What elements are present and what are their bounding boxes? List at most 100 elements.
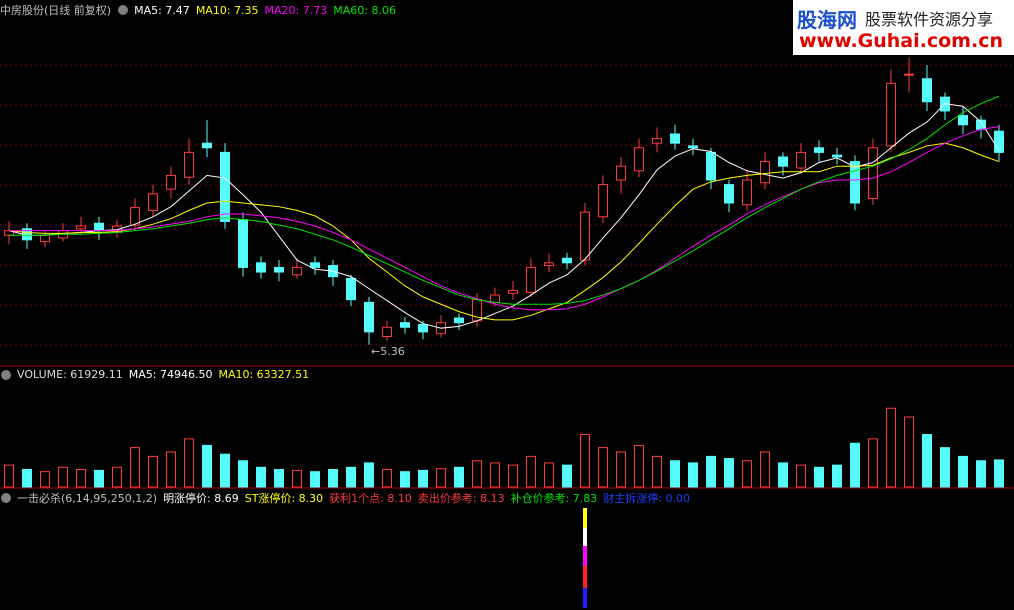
volume-bar bbox=[418, 469, 428, 488]
volume-bar bbox=[706, 455, 716, 488]
candle-body bbox=[652, 138, 662, 144]
candle-body bbox=[238, 219, 248, 268]
candle-body bbox=[706, 151, 716, 181]
volume-bar bbox=[886, 407, 896, 488]
candle-body bbox=[868, 147, 878, 199]
volume-bar bbox=[328, 469, 338, 488]
candle-body bbox=[346, 277, 356, 301]
ma-line bbox=[9, 126, 1000, 311]
indicator-title: 一击必杀(6,14,95,250,1,2) bbox=[17, 492, 158, 505]
volume-bar bbox=[616, 451, 626, 488]
volume-bar bbox=[760, 451, 770, 488]
candle-body bbox=[562, 257, 572, 264]
candle-body bbox=[958, 115, 968, 126]
candle-body bbox=[364, 301, 374, 333]
url: www.Guhai.com.cn bbox=[799, 30, 1003, 52]
volume-bar bbox=[742, 460, 752, 488]
volume-bar bbox=[490, 462, 500, 488]
volume-bar bbox=[220, 453, 230, 488]
volume-bar bbox=[850, 442, 860, 488]
candle-body bbox=[130, 207, 140, 226]
volume-bar bbox=[292, 469, 302, 488]
candle-body bbox=[256, 262, 266, 273]
legend-entry: MA10: 63327.51 bbox=[218, 368, 310, 381]
indicator-value: 卖出价参考: 8.13 bbox=[417, 492, 505, 505]
candle-body bbox=[778, 156, 788, 167]
candle-body bbox=[634, 147, 644, 172]
volume-bar bbox=[598, 447, 608, 488]
volume-bar bbox=[40, 471, 50, 488]
signal-segment bbox=[583, 566, 587, 588]
signal-segment bbox=[583, 546, 587, 566]
candle-body bbox=[76, 225, 86, 230]
legend-entry: MA5: 74946.50 bbox=[128, 368, 213, 381]
volume-bar bbox=[454, 466, 464, 488]
volume-bar bbox=[472, 460, 482, 488]
volume-bar bbox=[544, 462, 554, 488]
volume-bar bbox=[256, 466, 266, 488]
low-annotation: ←5.36 bbox=[371, 345, 405, 358]
candle-body bbox=[850, 161, 860, 204]
candle-body bbox=[544, 262, 554, 267]
candle-body bbox=[580, 211, 590, 261]
ma-line bbox=[8, 103, 1000, 329]
signal-segment bbox=[583, 528, 587, 546]
volume-bar bbox=[814, 466, 824, 488]
candle-body bbox=[310, 262, 320, 268]
volume-bar bbox=[112, 466, 122, 488]
volume-bar bbox=[436, 468, 446, 488]
candle-body bbox=[670, 133, 680, 144]
signal-segment bbox=[583, 508, 587, 528]
volume-bar bbox=[976, 460, 986, 488]
candle-body bbox=[724, 184, 734, 204]
volume-bar bbox=[796, 464, 806, 488]
indicator-value: 获利1个点: 8.10 bbox=[329, 492, 412, 505]
volume-bar bbox=[832, 464, 842, 488]
volume-bar bbox=[4, 464, 14, 488]
candle-body bbox=[904, 73, 914, 76]
volume-bar bbox=[652, 455, 662, 488]
ma-line bbox=[8, 142, 1000, 321]
candle-body bbox=[796, 151, 806, 169]
brand: 股海网 bbox=[797, 8, 857, 32]
candle-body bbox=[220, 151, 230, 222]
volume-bar bbox=[922, 434, 932, 488]
chart-title: 中房股份(日线 前复权) bbox=[0, 4, 112, 17]
volume-bar bbox=[400, 471, 410, 488]
candle-body bbox=[832, 154, 842, 158]
volume-bar bbox=[688, 462, 698, 488]
ma-line bbox=[9, 95, 1000, 305]
volume-bar bbox=[526, 455, 536, 488]
volume-bar bbox=[670, 460, 680, 488]
volume-bar bbox=[562, 464, 572, 488]
candle-body bbox=[994, 130, 1004, 153]
volume-bar bbox=[310, 471, 320, 488]
legend-entry: MA5: 7.47 bbox=[134, 3, 190, 17]
candle-body bbox=[166, 174, 176, 190]
candle-body bbox=[688, 145, 698, 149]
candle-body bbox=[274, 266, 284, 273]
indicator-value: 补仓价参考: 7.83 bbox=[510, 492, 598, 505]
menu-icon[interactable] bbox=[1, 493, 11, 503]
volume-bar bbox=[958, 455, 968, 488]
volume-bar bbox=[994, 459, 1004, 488]
volume-bar bbox=[508, 464, 518, 488]
menu-icon[interactable] bbox=[1, 369, 11, 380]
volume-bar bbox=[364, 462, 374, 488]
volume-bar bbox=[202, 444, 212, 488]
watermark: 股海网 股票软件资源分享 www.Guhai.com.cn bbox=[793, 0, 1014, 55]
legend-entry: MA10: 7.35 bbox=[195, 3, 259, 17]
volume-bar bbox=[634, 444, 644, 488]
signal-bar bbox=[583, 508, 587, 608]
indicator-header: 一击必杀(6,14,95,250,1,2) 明涨停价: 8.69 ST涨停价: 8… bbox=[0, 490, 690, 506]
legend-entry: MA20: 7.73 bbox=[264, 3, 328, 17]
candle-body bbox=[922, 78, 932, 103]
candle-body bbox=[742, 179, 752, 206]
menu-icon[interactable] bbox=[118, 5, 129, 15]
volume-bar bbox=[76, 469, 86, 488]
volume-bar bbox=[724, 458, 734, 488]
legend-entry: MA60: 8.06 bbox=[333, 3, 396, 17]
volume-header: VOLUME: 61929.11 MA5: 74946.50 MA10: 6332… bbox=[0, 368, 309, 381]
candle-body bbox=[382, 326, 392, 337]
candle-body bbox=[418, 324, 428, 333]
